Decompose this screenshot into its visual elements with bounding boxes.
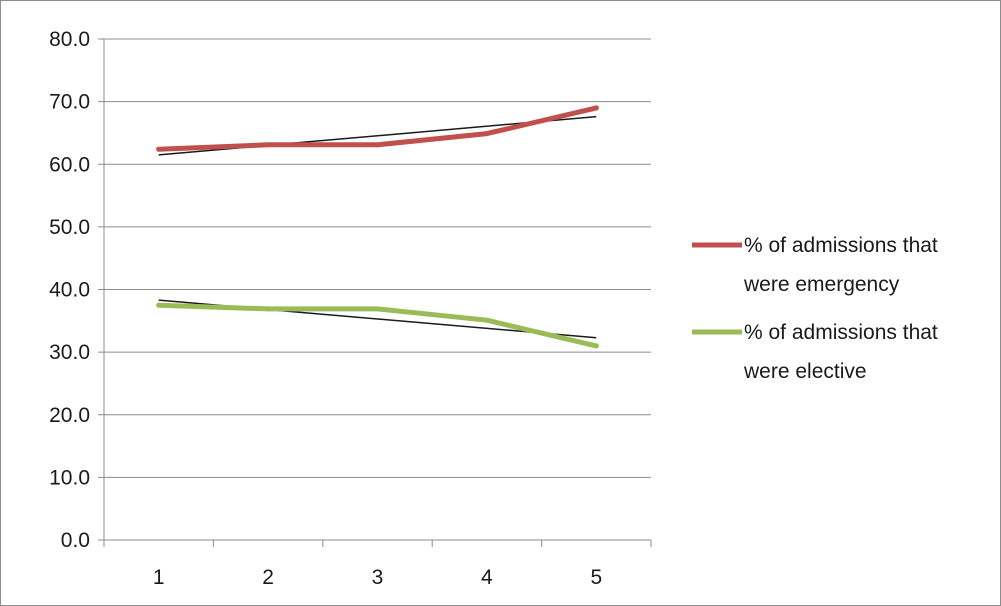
data-series — [156, 105, 599, 349]
data-point — [265, 306, 271, 312]
y-tick-label: 30.0 — [49, 341, 90, 364]
y-axis-tick-labels: 0.0 10.0 20.0 30.0 40.0 50.0 60.0 70.0 80.0 — [49, 28, 90, 552]
data-point — [593, 105, 599, 111]
legend-label-2: were elective — [743, 360, 867, 383]
data-point — [265, 142, 271, 148]
data-point — [375, 142, 380, 148]
x-tick-label: 5 — [590, 566, 602, 589]
y-tick-label: 60.0 — [49, 153, 90, 176]
x-tick-label: 3 — [372, 566, 384, 589]
data-point — [484, 131, 490, 137]
x-tick-label: 4 — [481, 566, 493, 589]
gridlines — [104, 38, 651, 478]
y-tick-label: 0.0 — [61, 529, 90, 552]
legend-label-1: were emergency — [743, 273, 900, 296]
y-tick-label: 70.0 — [49, 91, 90, 114]
data-point — [593, 343, 599, 349]
legend: % of admissions that were emergency % of a… — [692, 234, 938, 383]
legend-label-1: % of admissions that — [744, 234, 938, 257]
x-tick-label: 2 — [262, 566, 274, 589]
legend-label-2: % of admissions that — [744, 321, 938, 344]
y-tick-label: 20.0 — [49, 404, 90, 427]
x-axis-tick-labels: 1 2 3 4 5 — [153, 566, 602, 589]
y-tick-label: 10.0 — [49, 466, 90, 489]
data-point — [156, 146, 162, 152]
data-point — [484, 317, 490, 323]
y-tick-label: 40.0 — [49, 279, 90, 302]
y-tick-label: 50.0 — [49, 216, 90, 239]
x-tick-label: 1 — [153, 566, 165, 589]
y-tick-label: 80.0 — [49, 28, 90, 51]
data-point — [156, 302, 162, 308]
data-point — [375, 306, 380, 312]
axes — [98, 38, 652, 547]
